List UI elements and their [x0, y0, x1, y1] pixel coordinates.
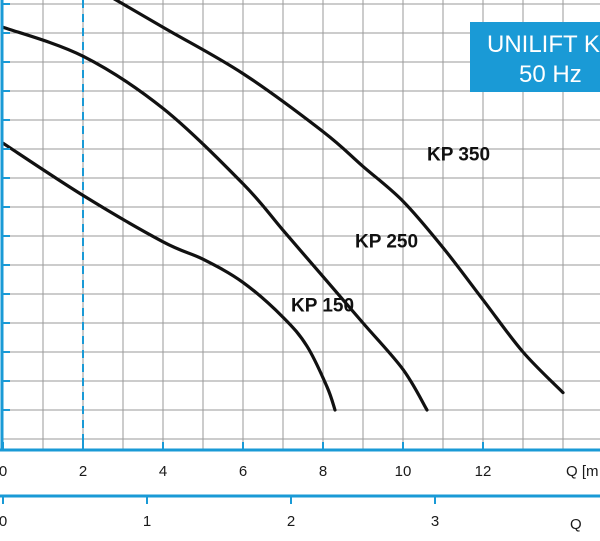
series-label-kp-350: KP 350 [427, 145, 490, 166]
x-axis-tick-label: 8 [319, 463, 327, 480]
secondary-x-axis-tick-label: 0 [0, 513, 7, 530]
secondary-x-axis-tick-label: 2 [287, 513, 295, 530]
x-axis-tick-label: 12 [475, 463, 492, 480]
secondary-x-axis-tick-label: 3 [431, 513, 439, 530]
title-line-1: UNILIFT K [487, 31, 600, 58]
title-line-2: 50 Hz [519, 61, 582, 88]
curve-labels: KP 350 KP 250 KP 150 [291, 145, 490, 317]
x-axis-tick-label: 0 [0, 463, 7, 480]
title-box-background [470, 22, 600, 92]
series-line-kp-150 [1, 141, 337, 412]
secondary-x-axis-ticks: 0 1 2 3 [0, 495, 439, 530]
x-axis-tick-label: 10 [395, 463, 412, 480]
secondary-x-axis-label: Q [570, 516, 582, 533]
x-axis-label: Q [m [566, 463, 599, 480]
x-axis-tick-label: 6 [239, 463, 247, 480]
title-box: UNILIFT K 50 Hz [470, 22, 600, 92]
series-line-kp-250 [1, 25, 429, 412]
x-axis-tick-label: 4 [159, 463, 167, 480]
curves [1, 0, 565, 412]
series-label-kp-250: KP 250 [355, 232, 418, 253]
series-line-kp-350 [112, 0, 565, 395]
series-label-kp-150: KP 150 [291, 295, 354, 316]
x-axis-ticks: 0 2 4 6 8 10 12 [0, 3, 492, 480]
secondary-x-axis-tick-label: 1 [143, 513, 151, 530]
x-axis-tick-label: 2 [79, 463, 87, 480]
